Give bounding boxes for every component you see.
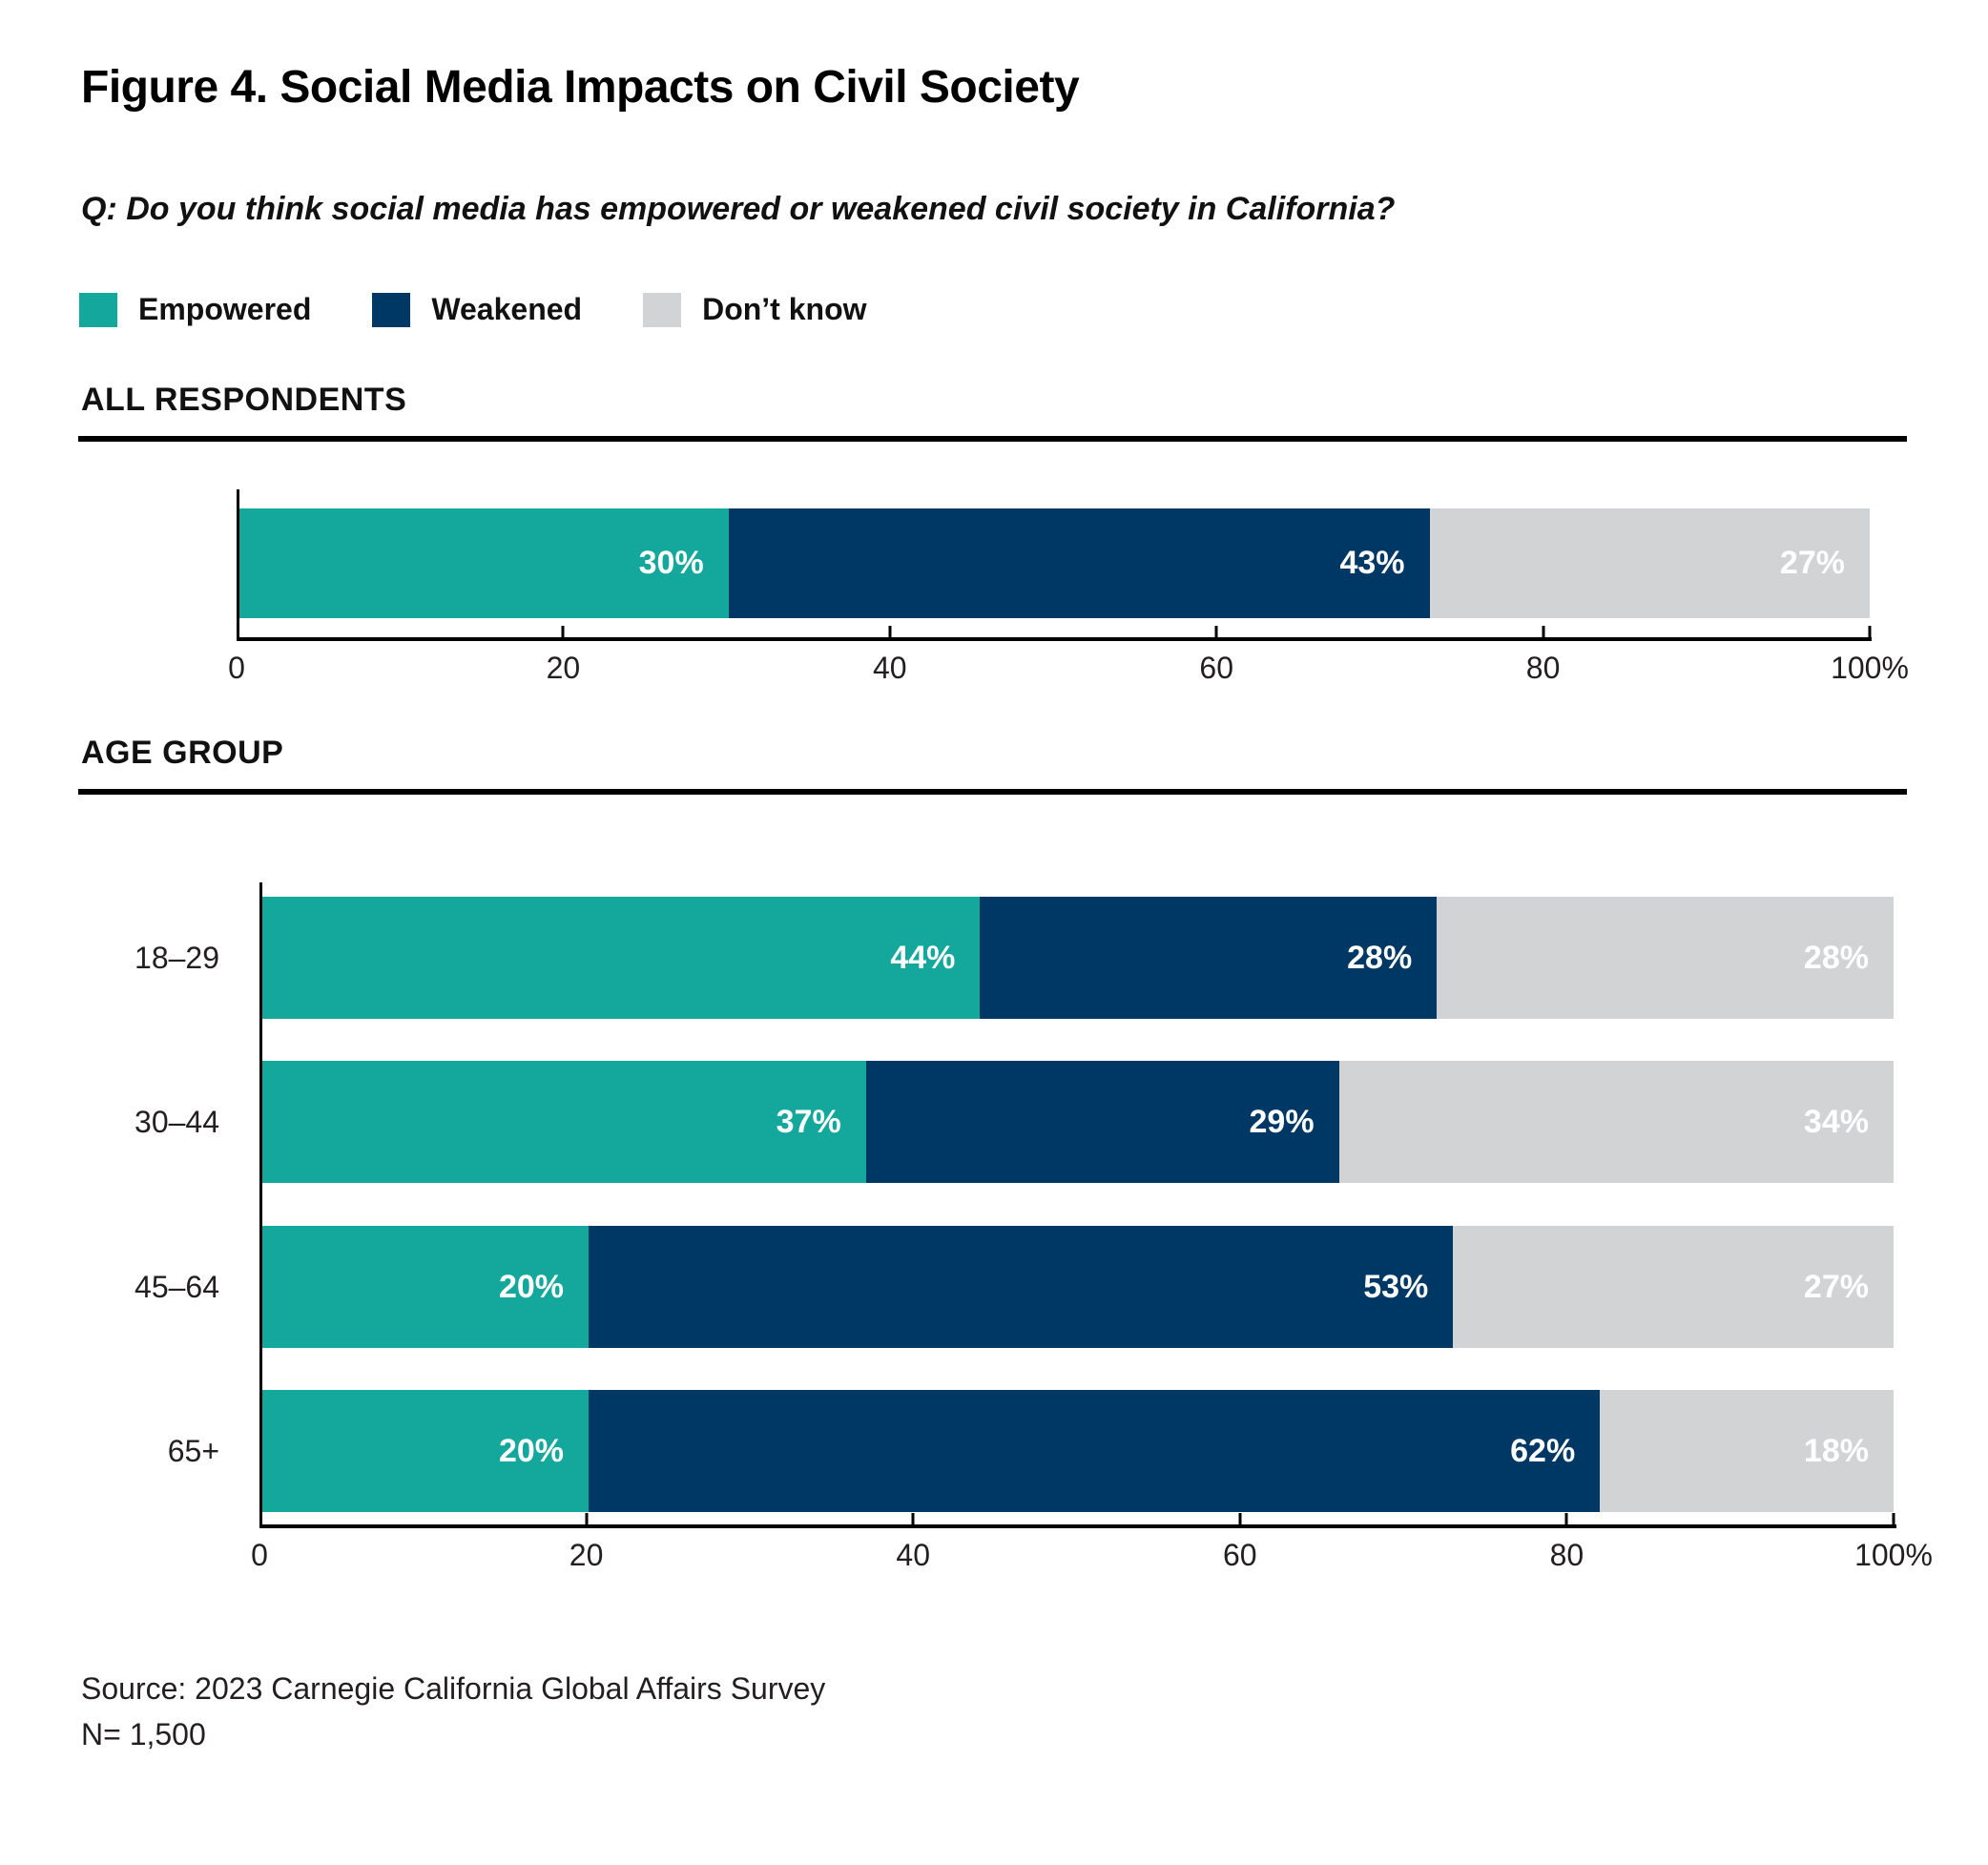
legend-item: Don’t know [643,292,867,327]
axis-tick-mark [1214,626,1218,637]
section-rule [78,789,1907,795]
figure-title: Figure 4. Social Media Impacts on Civil … [81,62,1080,113]
axis-tick-mark [911,1513,915,1524]
bar-segment: 18% [1600,1390,1894,1512]
legend-item: Empowered [79,292,311,327]
legend-label: Don’t know [702,292,867,326]
axis-tick-label: 40 [896,1538,930,1572]
legend-swatch-icon [643,292,682,327]
axis-tick-label: 20 [569,1538,604,1572]
value-label: 27% [1779,545,1845,581]
value-label: 53% [1363,1268,1429,1305]
axis-tick-label: 80 [1525,651,1561,685]
value-label: 27% [1803,1268,1869,1305]
bar-row: 45–64 20% 53% 27% [38,1226,1894,1348]
section-rule [78,436,1907,442]
value-label: 18% [1803,1432,1869,1469]
stacked-bar: 20% 53% 27% [262,1226,1894,1348]
bar-row: 30% 43% 27% [239,508,1870,618]
bar-segment: 53% [589,1226,1454,1348]
survey-question: Q: Do you think social media has empower… [81,191,1396,227]
axis-tick-label: 100% [1831,651,1909,685]
category-label: 65+ [167,1433,219,1468]
value-label: 30% [638,545,704,581]
axis-tick-mark [1868,626,1872,637]
value-label: 20% [498,1432,564,1469]
x-axis-line [259,1524,1896,1528]
axis-tick-mark [585,1513,589,1524]
x-axis-line [237,637,1872,641]
bar-row: 18–29 44% 28% 28% [38,897,1894,1019]
category-label: 18–29 [135,940,219,975]
legend-label: Weakened [431,292,583,326]
bar-segment: 20% [262,1390,589,1512]
value-label: 62% [1510,1432,1576,1469]
value-label: 28% [1347,939,1413,976]
stacked-bar: 30% 43% 27% [239,508,1870,618]
section-header-age-group: AGE GROUP [81,735,284,771]
legend-item: Weakened [372,292,582,327]
sample-size-text: N= 1,500 [81,1717,206,1751]
category-label: 45–64 [135,1269,219,1304]
legend-swatch-icon [79,292,117,327]
bar-segment: 20% [262,1226,589,1348]
legend: Empowered Weakened Don’t know [79,292,867,327]
bar-segment: 29% [865,1061,1339,1183]
axis-tick-mark [1564,1513,1568,1524]
bar-segment: 27% [1429,508,1870,618]
legend-label: Empowered [138,292,312,326]
bar-segment: 27% [1453,1226,1894,1348]
category-label: 30–44 [135,1104,219,1139]
section-header-all-respondents: ALL RESPONDENTS [81,382,407,418]
bar-segment: 44% [262,897,981,1019]
value-label: 34% [1803,1103,1869,1140]
bar-segment: 28% [1437,897,1894,1019]
bar-row: 30–44 37% 29% 34% [38,1061,1894,1183]
bar-segment: 37% [262,1061,866,1183]
axis-tick-mark [1542,626,1545,637]
bar-segment: 43% [728,508,1430,618]
legend-swatch-icon [372,292,411,327]
axis-tick-mark [1892,1513,1895,1524]
axis-tick-label: 40 [873,651,907,685]
bar-segment: 28% [980,897,1438,1019]
value-label: 37% [776,1103,841,1140]
value-label: 43% [1339,545,1405,581]
axis-tick-label: 60 [1223,1538,1257,1572]
source-text: Source: 2023 Carnegie California Global … [81,1671,826,1706]
value-label: 28% [1803,939,1869,976]
axis-tick-label: 20 [546,651,581,685]
stacked-bar: 37% 29% 34% [262,1061,1894,1183]
axis-tick-label: 0 [228,651,245,685]
value-label: 20% [498,1268,564,1305]
axis-tick-mark [888,626,892,637]
axis-tick-label: 80 [1549,1538,1584,1572]
y-axis-line [237,489,239,641]
value-label: 44% [890,939,956,976]
y-axis-line [259,882,262,1528]
bar-row: 65+ 20% 62% 18% [38,1390,1894,1512]
stacked-bar: 20% 62% 18% [262,1390,1894,1512]
axis-tick-mark [1238,1513,1242,1524]
axis-tick-label: 100% [1854,1538,1933,1572]
bar-segment: 62% [589,1390,1601,1512]
value-label: 29% [1249,1103,1315,1140]
axis-tick-label: 0 [251,1538,268,1572]
stacked-bar: 44% 28% 28% [262,897,1894,1019]
axis-tick-mark [561,626,565,637]
bar-segment: 30% [239,508,729,618]
axis-tick-label: 60 [1199,651,1233,685]
bar-segment: 34% [1338,1061,1894,1183]
